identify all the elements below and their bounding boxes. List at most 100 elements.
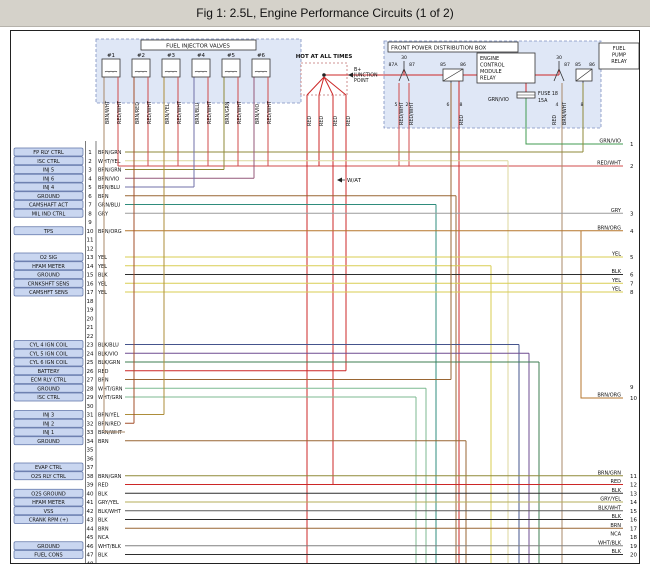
injector-id: #6 xyxy=(257,53,266,59)
pin-label: ISC CTRL xyxy=(37,159,60,165)
pin-number: 4 xyxy=(630,229,634,235)
pin-number: 41 xyxy=(87,500,94,506)
pin-label: EVAP CTRL xyxy=(35,465,62,471)
wire-label: BRN/GRN xyxy=(98,168,122,174)
relay-contact xyxy=(403,68,410,82)
section-label-box xyxy=(598,42,639,70)
pin-number: 5 xyxy=(630,255,634,261)
pin-label-box xyxy=(13,497,84,507)
wire-label: RED xyxy=(346,116,352,126)
pin-number: 28 xyxy=(87,386,94,392)
pin-label-box xyxy=(13,515,84,524)
pin-label-box xyxy=(13,375,84,384)
wire xyxy=(323,76,347,96)
wire-label: BRN/VIO xyxy=(98,176,119,182)
wire-label: GRN/BLU xyxy=(98,203,121,209)
terminal-number: 6 xyxy=(447,102,450,108)
wire-label: RED xyxy=(319,116,325,126)
pin-label-box xyxy=(13,226,84,236)
wire-label: YEL xyxy=(97,281,107,287)
terminal-number: 8 xyxy=(460,102,463,108)
wire-label: RED/WHT xyxy=(267,101,273,124)
pin-label: GROUND xyxy=(37,194,60,200)
junction-dot xyxy=(322,73,326,77)
pin-label: GROUND xyxy=(37,273,60,279)
injector-symbol xyxy=(161,58,181,78)
wire-label: RED/WHT xyxy=(117,101,123,124)
pin-label-box xyxy=(13,200,84,209)
pin-label: INJ 5 xyxy=(43,168,54,174)
pin-number: 18 xyxy=(87,299,94,305)
pin-number: 17 xyxy=(630,526,637,532)
pin-number: 3 xyxy=(88,168,92,174)
relay-name: PUMP xyxy=(612,53,626,59)
pin-label-box xyxy=(13,182,84,192)
pin-label-box xyxy=(13,287,84,297)
relay-contact xyxy=(398,68,405,82)
section-label-box xyxy=(387,41,519,53)
pin-label-box xyxy=(13,261,84,271)
page-title: Fig 1: 2.5L, Engine Performance Circuits… xyxy=(196,6,454,20)
pin-number: 17 xyxy=(87,290,94,296)
wire-label: BRN xyxy=(98,439,109,445)
pin-number: 9 xyxy=(88,220,92,226)
wire-label: BRN/GRN xyxy=(225,101,231,124)
pin-number: 18 xyxy=(630,535,637,541)
wire-label: BLK/GRN xyxy=(98,360,121,366)
injector-symbol xyxy=(221,58,241,78)
pin-label-box xyxy=(13,366,84,376)
pin-number: 45 xyxy=(87,535,94,541)
pin-number: 38 xyxy=(87,474,94,480)
wire-label: WHT/YEL xyxy=(98,159,121,165)
pin-label-box xyxy=(13,506,84,516)
pin-number: 46 xyxy=(87,544,94,550)
wire-label: RED/WHT xyxy=(597,161,622,167)
pin-number: 30 xyxy=(87,404,94,410)
pin-label: GROUND xyxy=(37,439,60,445)
pin-label: HFAM METER xyxy=(32,264,65,270)
junction-label: JUNCTION xyxy=(353,73,378,79)
injector-symbol xyxy=(251,58,271,78)
wire-label: BLK/WHT xyxy=(98,509,122,515)
wire-label: RED xyxy=(611,479,622,485)
relay-contact xyxy=(558,68,565,82)
injector-coil-icon xyxy=(134,70,148,73)
pin-label-box xyxy=(13,208,84,218)
wire xyxy=(306,76,325,96)
pin-label-box xyxy=(13,383,84,393)
wire-label: NCA xyxy=(610,532,621,538)
pin-label-box xyxy=(13,270,84,279)
pin-label: ECM RLY CTRL xyxy=(31,378,67,384)
wire-label: YEL xyxy=(611,252,621,258)
pin-number: 22 xyxy=(87,334,94,340)
pin-number: 48 xyxy=(87,561,94,563)
junction-label: B+ xyxy=(354,67,361,73)
wire-label: GRY/YEL xyxy=(600,497,621,503)
pin-label: CYL 6 IGN COIL xyxy=(30,360,68,366)
pin-label: CRNKSHFT SENS xyxy=(28,281,70,287)
fuse-label: FUSE 18 xyxy=(538,91,558,97)
pin-label-box xyxy=(13,427,84,437)
wire-label: BLK/WHT xyxy=(598,505,622,511)
relay-name: RELAY xyxy=(480,76,497,82)
pin-number: 34 xyxy=(87,439,94,445)
terminal-number: 8 xyxy=(581,102,584,108)
junction-label: POINT xyxy=(354,78,369,84)
injector-id: #3 xyxy=(167,53,176,59)
wire xyxy=(323,76,334,96)
fuse-rating: 15A xyxy=(538,98,548,104)
terminal-label: 87 xyxy=(409,62,415,68)
pin-number: 9 xyxy=(630,385,634,391)
pin-label-box xyxy=(13,418,84,428)
pin-number: 8 xyxy=(88,211,92,217)
pin-number: 6 xyxy=(630,273,634,279)
pin-label: CYL 4 IGN COIL xyxy=(30,343,68,349)
pin-label: BATTERY xyxy=(38,369,61,375)
pin-label-box xyxy=(13,278,84,288)
pin-label: GROUND xyxy=(37,544,60,550)
pin-label-box xyxy=(13,471,84,481)
wire-label: RED xyxy=(459,115,465,125)
pin-label-box xyxy=(13,191,84,201)
title-bar: Fig 1: 2.5L, Engine Performance Circuits… xyxy=(0,0,650,27)
pin-number: 33 xyxy=(87,430,94,436)
